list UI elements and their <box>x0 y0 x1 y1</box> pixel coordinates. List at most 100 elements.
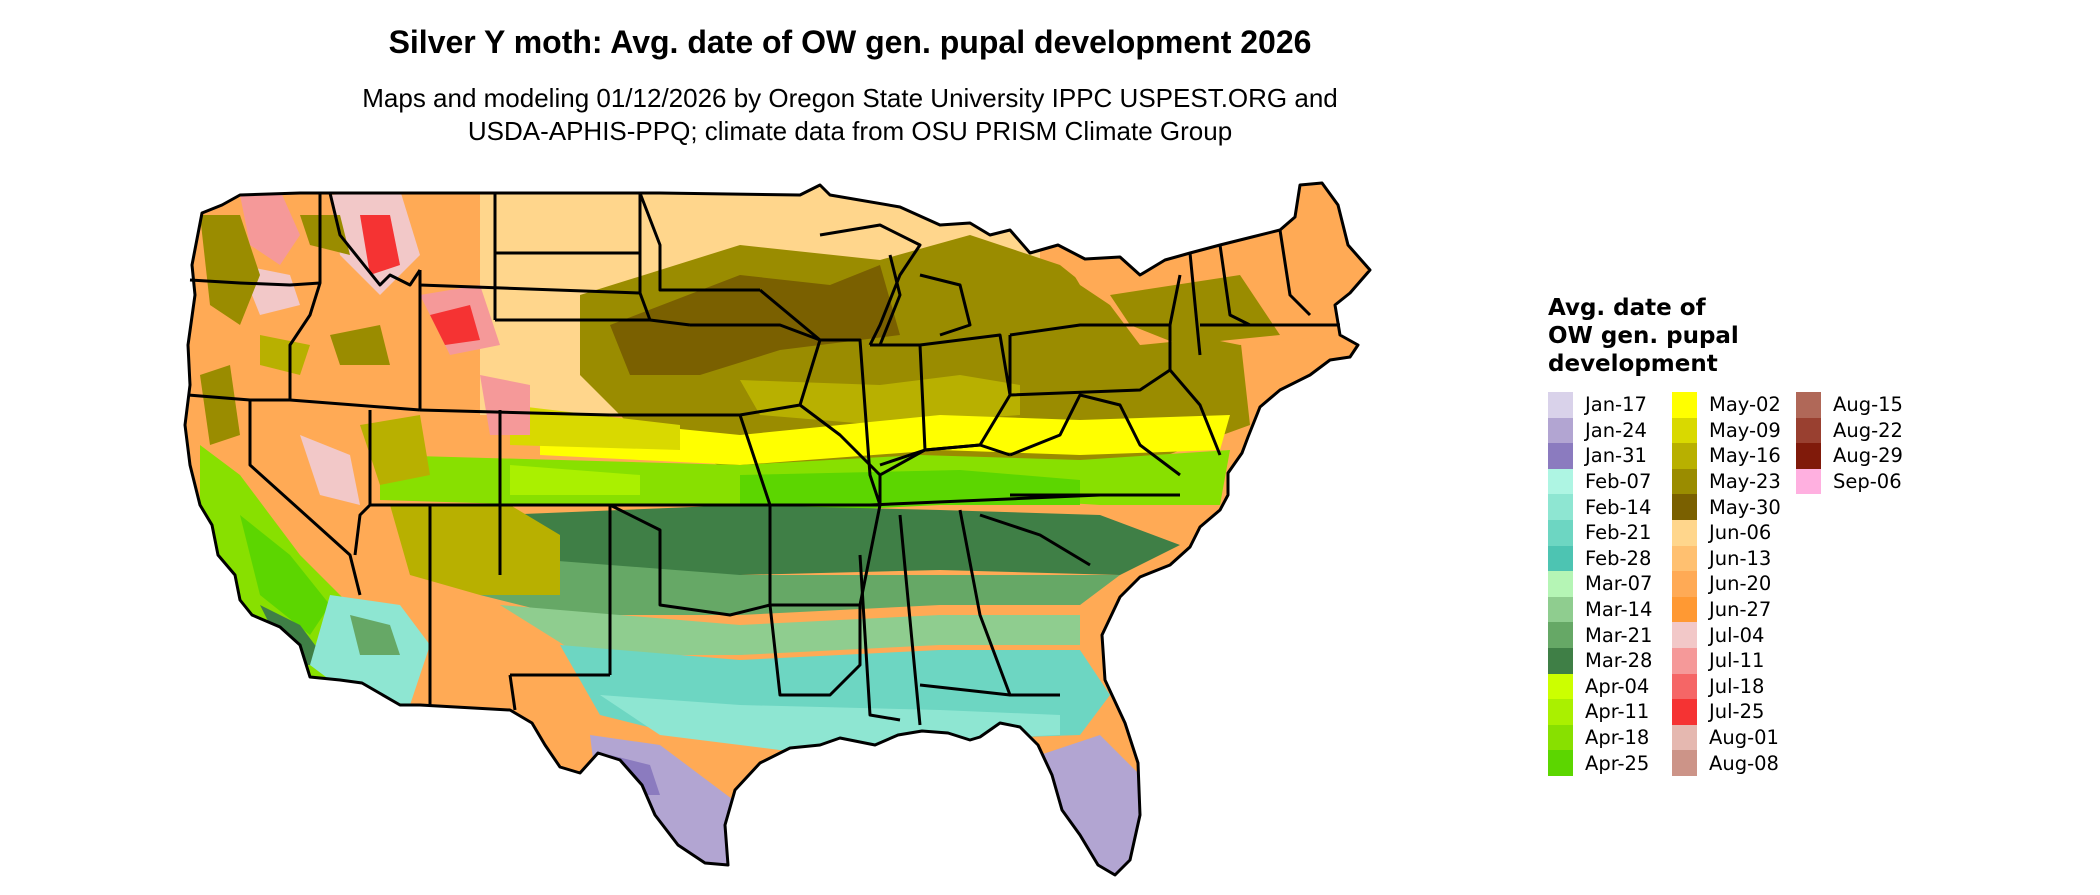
legend-item: Feb-07 <box>1548 468 1672 495</box>
us-phenology-map <box>183 181 1372 877</box>
legend-label: Jul-18 <box>1709 674 1765 698</box>
legend-item: May-16 <box>1672 443 1796 469</box>
legend-swatch <box>1548 673 1573 700</box>
legend-item: Mar-07 <box>1548 571 1672 597</box>
legend-swatch <box>1672 443 1697 469</box>
legend-swatch <box>1672 571 1697 597</box>
border-in <box>870 343 927 467</box>
legend-swatch <box>1548 494 1573 520</box>
legend-item: Jun-13 <box>1672 545 1796 572</box>
legend-label: Aug-01 <box>1709 726 1779 750</box>
legend-item: Sep-06 <box>1796 468 1920 495</box>
border-ca-nv <box>248 400 362 596</box>
border-id-west <box>288 193 322 400</box>
legend-label: Feb-07 <box>1585 470 1652 494</box>
legend-item: Jan-17 <box>1548 392 1672 418</box>
legend-swatch <box>1672 417 1697 444</box>
legend-label: Jan-17 <box>1585 393 1647 417</box>
legend-label: May-23 <box>1709 470 1781 494</box>
border-ms <box>858 554 901 722</box>
legend-swatch <box>1548 724 1573 751</box>
legend-item: Aug-01 <box>1672 724 1796 751</box>
legend-column: Aug-15 Aug-22 Aug-29 Sep-06 <box>1796 392 1920 776</box>
legend-swatch <box>1548 417 1573 444</box>
legend-swatch <box>1548 519 1573 546</box>
border-id-nv-ut <box>289 398 421 412</box>
border-mt-wy <box>419 283 641 295</box>
legend-swatch <box>1672 724 1697 751</box>
legend-column: Jan-17 Jan-24 Jan-31 Feb-07 Feb-14 Feb-21 Feb-… <box>1548 392 1672 776</box>
legend-title-line-2: OW gen. pupal <box>1548 323 1739 349</box>
legend-item: May-30 <box>1672 494 1796 520</box>
border-wi <box>759 288 821 342</box>
legend-swatch <box>1548 596 1573 623</box>
great-lakes <box>819 223 972 346</box>
legend-label: Apr-25 <box>1585 751 1650 775</box>
legend-swatch <box>1548 647 1573 674</box>
border-ny <box>1009 274 1182 337</box>
legend-columns: Jan-17 Jan-24 Jan-31 Feb-07 Feb-14 Feb-21 Feb-… <box>1548 392 2068 776</box>
legend-swatch <box>1672 750 1697 776</box>
state-boundaries <box>183 181 1372 877</box>
legend-label: Jun-27 <box>1709 598 1772 622</box>
legend-item: Aug-15 <box>1796 392 1920 418</box>
legend-item: Jan-24 <box>1548 417 1672 444</box>
legend-item: Mar-14 <box>1548 596 1672 623</box>
legend-label: Feb-14 <box>1585 495 1652 519</box>
legend-swatch <box>1672 596 1697 623</box>
border-va-wv <box>1009 393 1181 477</box>
legend-item: Apr-11 <box>1548 699 1672 725</box>
legend-label: Jan-31 <box>1585 444 1647 468</box>
legend-label: Sep-06 <box>1833 470 1902 494</box>
legend-swatch <box>1672 699 1697 725</box>
legend-label: Mar-28 <box>1585 649 1653 673</box>
legend: Avg. date of OW gen. pupal development J… <box>1548 294 2068 776</box>
legend-swatch <box>1672 622 1697 648</box>
border-mn <box>638 192 760 292</box>
legend-item: Jul-18 <box>1672 673 1796 700</box>
legend-swatch <box>1672 545 1697 572</box>
border-mo <box>738 403 882 507</box>
legend-label: Jun-13 <box>1709 546 1772 570</box>
legend-swatch <box>1548 750 1573 776</box>
legend-swatch <box>1548 571 1573 597</box>
border-al <box>898 514 922 726</box>
legend-item: Jun-06 <box>1672 519 1796 546</box>
border-ky-tn <box>869 493 1101 507</box>
legend-label: Mar-07 <box>1585 572 1653 596</box>
legend-swatch <box>1548 622 1573 648</box>
border-il <box>820 338 882 506</box>
legend-label: Apr-04 <box>1585 674 1650 698</box>
map-title: Silver Y moth: Avg. date of OW gen. pupa… <box>388 24 1312 60</box>
legend-item: Mar-21 <box>1548 622 1672 648</box>
legend-item: Jun-20 <box>1672 571 1796 597</box>
subtitle-line-1: Maps and modeling 01/12/2026 by Oregon S… <box>362 83 1338 113</box>
subtitle-line-2: USDA-APHIS-PPQ; climate data from OSU PR… <box>467 116 1233 146</box>
legend-swatch <box>1548 392 1573 418</box>
legend-swatch <box>1672 392 1697 418</box>
legend-column: May-02 May-09 May-16 May-23 May-30 Jun-06 Jun-… <box>1672 392 1796 776</box>
legend-label: Jul-11 <box>1709 649 1765 673</box>
legend-swatch <box>1672 519 1697 546</box>
border-wa-or <box>189 278 321 287</box>
border-ky <box>879 443 1011 477</box>
legend-item: Mar-28 <box>1548 647 1672 674</box>
map-subtitle: Maps and modeling 01/12/2026 by Oregon S… <box>0 82 1700 148</box>
us-outline <box>183 181 1372 877</box>
legend-swatch <box>1548 545 1573 572</box>
border-vt-nh <box>1218 244 1251 327</box>
border-fl <box>919 683 1060 697</box>
legend-swatch <box>1672 647 1697 674</box>
legend-swatch <box>1796 443 1821 469</box>
legend-title-line-1: Avg. date of <box>1548 295 1706 321</box>
legend-label: Aug-15 <box>1833 393 1903 417</box>
border-me <box>1278 229 1312 317</box>
legend-item: May-23 <box>1672 468 1796 495</box>
border-id-mt <box>328 192 422 287</box>
legend-label: Apr-11 <box>1585 700 1650 724</box>
border-nm-tx-2 <box>508 674 517 711</box>
legend-item: Apr-18 <box>1548 724 1672 751</box>
border-pa <box>1008 325 1172 397</box>
legend-item: Feb-28 <box>1548 545 1672 572</box>
legend-label: May-09 <box>1709 418 1781 442</box>
